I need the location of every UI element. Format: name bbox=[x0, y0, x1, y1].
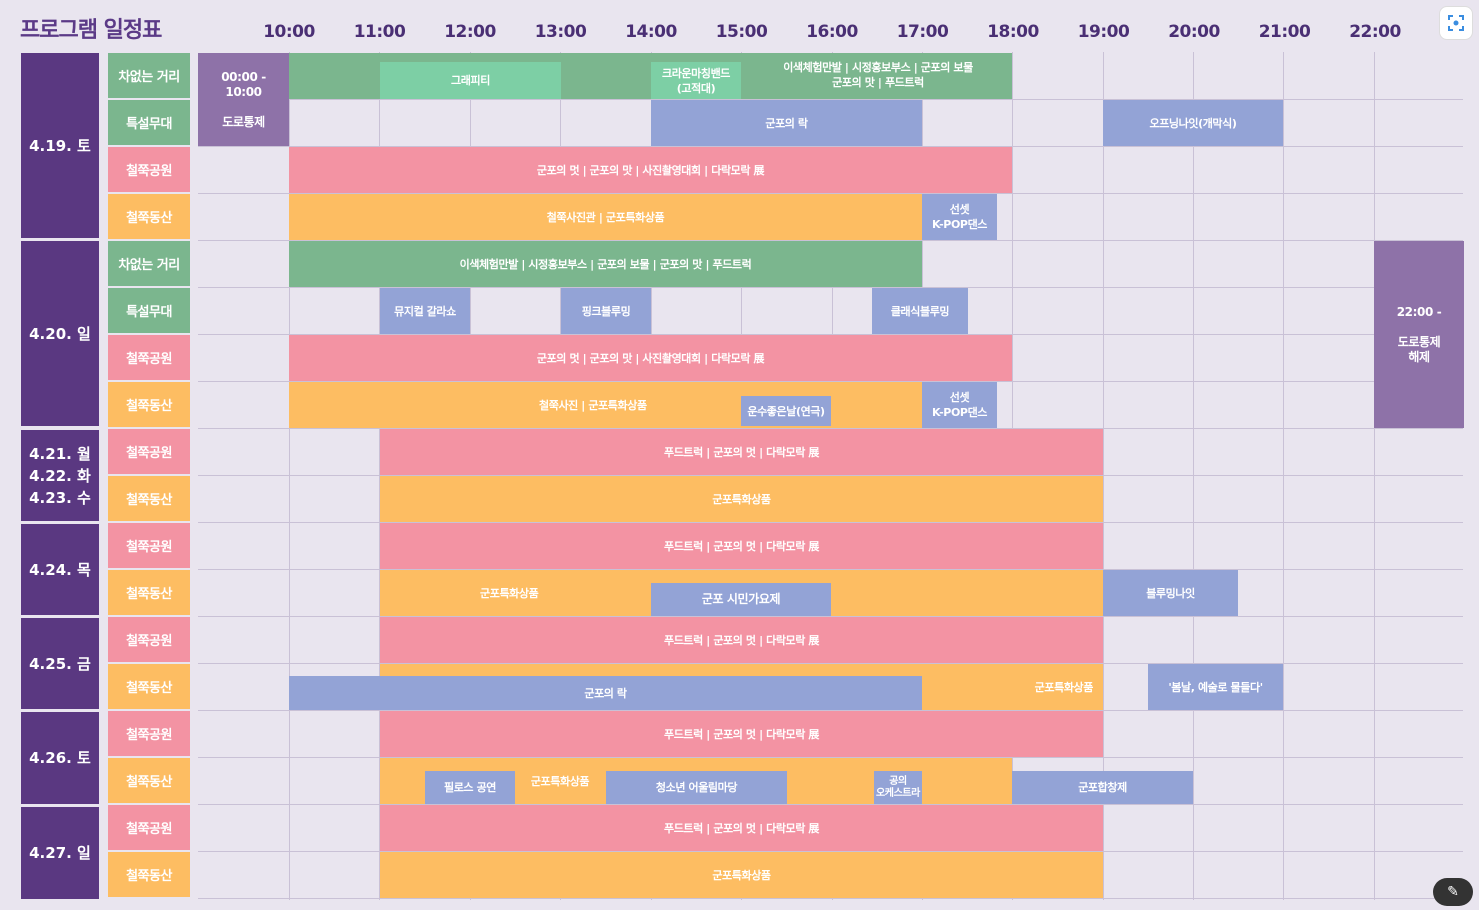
hour-label: 18:00 bbox=[987, 22, 1039, 42]
event-park-425[interactable]: 푸드트럭 | 군포의 멋 | 다락모락 展 bbox=[380, 617, 1103, 663]
event-graffiti[interactable]: 그래피티 bbox=[380, 62, 561, 99]
grid-line bbox=[198, 240, 1463, 241]
hour-label: 12:00 bbox=[444, 22, 496, 42]
hour-label: 21:00 bbox=[1258, 22, 1311, 42]
event-youth-stage[interactable]: 청소년 어울림마당 bbox=[606, 771, 787, 804]
grid-line bbox=[289, 52, 290, 900]
hour-label: 15:00 bbox=[715, 22, 768, 42]
grid-line bbox=[198, 757, 1463, 758]
venue-label: 차없는 거리 bbox=[108, 241, 190, 286]
grid-line bbox=[198, 616, 1463, 617]
event-crown-band[interactable]: 크라운마칭밴드 (고적대) bbox=[651, 62, 741, 99]
event-park-419[interactable]: 군포의 멋 | 군포의 맛 | 사진촬영대회 | 다락모락 展 bbox=[289, 147, 1012, 193]
grid-line bbox=[198, 663, 1463, 664]
event-park-424[interactable]: 푸드트럭 | 군포의 멋 | 다락모락 展 bbox=[380, 523, 1103, 569]
venue-label: 철쭉공원 bbox=[108, 711, 190, 756]
grid-line bbox=[198, 428, 1463, 429]
venue-label: 철쭉공원 bbox=[108, 617, 190, 662]
hour-label: 17:00 bbox=[896, 22, 949, 42]
venue-label: 철쭉동산 bbox=[108, 664, 190, 709]
venue-label: 철쭉공원 bbox=[108, 523, 190, 568]
date-label: 4.24. 목 bbox=[21, 524, 99, 615]
venue-label: 특설무대 bbox=[108, 100, 190, 145]
grid-line bbox=[198, 804, 1463, 805]
venue-label: 철쭉공원 bbox=[108, 147, 190, 192]
grid-line bbox=[198, 522, 1463, 523]
grid-line bbox=[198, 99, 1463, 100]
event-sunset-kpop[interactable]: 선셋 K-POP댄스 bbox=[922, 382, 997, 428]
event-sunset-kpop[interactable]: 선셋 K-POP댄스 bbox=[922, 194, 997, 240]
event-park-426[interactable]: 푸드트럭 | 군포의 멋 | 다락모락 展 bbox=[380, 711, 1103, 757]
event-opening-night[interactable]: 오프닝나잇(개막식) bbox=[1103, 100, 1283, 146]
venue-label: 철쭉동산 bbox=[108, 758, 190, 803]
venue-label: 철쭉공원 bbox=[108, 805, 190, 850]
page-title: 프로그램 일정표 bbox=[20, 18, 162, 43]
event-pink-blooming[interactable]: 핑크블루밍 bbox=[561, 288, 651, 334]
event-gunpo-rock[interactable]: 군포의 락 bbox=[651, 100, 922, 146]
grid-line bbox=[198, 334, 1463, 335]
grid-line bbox=[198, 569, 1463, 570]
date-label: 4.27. 일 bbox=[21, 807, 99, 899]
event-park-weekday[interactable]: 푸드트럭 | 군포의 멋 | 다락모락 展 bbox=[380, 429, 1103, 475]
venue-label: 차없는 거리 bbox=[108, 53, 190, 98]
grid-line bbox=[379, 52, 380, 900]
grid-line bbox=[198, 193, 1463, 194]
event-choir[interactable]: 군포합창제 bbox=[1012, 771, 1193, 804]
road-open-block[interactable]: 22:00 - 도로통제 해제 bbox=[1374, 241, 1464, 428]
event-spring-art[interactable]: '봄날, 예술로 물들다' bbox=[1148, 664, 1283, 710]
grid-line bbox=[198, 146, 1463, 147]
event-street-combo[interactable]: 이색체험만발 | 시정홍보부스 | 군포의 보물 군포의 맛 | 푸드트럭 bbox=[745, 55, 1011, 95]
hour-label: 19:00 bbox=[1077, 22, 1130, 42]
date-label: 4.20. 일 bbox=[21, 241, 99, 426]
screen-capture-icon-svg bbox=[1448, 15, 1464, 31]
venue-label: 철쭉공원 bbox=[108, 335, 190, 380]
event-ball-orchestra[interactable]: 공의 오케스트라 bbox=[874, 771, 922, 804]
grid-line bbox=[1103, 52, 1104, 900]
date-label: 4.21. 월 4.22. 화 4.23. 수 bbox=[21, 430, 99, 521]
screen-capture-icon[interactable] bbox=[1439, 6, 1473, 40]
hour-label: 16:00 bbox=[806, 22, 858, 42]
hour-label: 20:00 bbox=[1168, 22, 1220, 42]
event-pilos[interactable]: 필로스 공연 bbox=[425, 771, 515, 804]
hour-label: 14:00 bbox=[625, 22, 677, 42]
grid-line bbox=[1193, 52, 1194, 900]
grid-line bbox=[198, 287, 1463, 288]
event-classic-blooming[interactable]: 클래식블루밍 bbox=[872, 288, 968, 334]
event-citizen-song[interactable]: 군포 시민가요제 bbox=[651, 583, 831, 616]
grid-line bbox=[198, 710, 1463, 711]
hour-label: 22:00 bbox=[1349, 22, 1401, 42]
grid-line bbox=[1374, 52, 1375, 900]
event-good-day-play[interactable]: 운수좋은날(연극) bbox=[741, 396, 831, 426]
venue-label: 철쭉동산 bbox=[108, 194, 190, 239]
event-park-420[interactable]: 군포의 멋 | 군포의 맛 | 사진촬영대회 | 다락모락 展 bbox=[289, 335, 1012, 381]
venue-label: 특설무대 bbox=[108, 288, 190, 333]
road-close-block[interactable]: 00:00 - 10:00 도로통제 bbox=[198, 53, 289, 146]
event-hill-weekday[interactable]: 군포특화상품 bbox=[380, 476, 1103, 522]
event-street-420[interactable]: 이색체험만발 | 시정홍보부스 | 군포의 보물 | 군포의 맛 | 푸드트럭 bbox=[289, 241, 922, 287]
hour-label: 13:00 bbox=[534, 22, 587, 42]
event-blooming-night[interactable]: 블루밍나잇 bbox=[1103, 570, 1238, 616]
event-hill-427[interactable]: 군포특화상품 bbox=[380, 852, 1103, 898]
date-label: 4.19. 토 bbox=[21, 53, 99, 238]
date-label: 4.26. 토 bbox=[21, 712, 99, 804]
venue-label: 철쭉동산 bbox=[108, 476, 190, 521]
event-musical-gala[interactable]: 뮤지컬 갈라쇼 bbox=[380, 288, 470, 334]
grid-line bbox=[198, 475, 1463, 476]
grid-line bbox=[1283, 52, 1284, 900]
grid-line bbox=[198, 381, 1463, 382]
venue-label: 철쭉동산 bbox=[108, 382, 190, 427]
grid-line bbox=[198, 898, 1463, 899]
magic-wand-icon[interactable]: ✎ bbox=[1433, 878, 1473, 906]
event-hill-426[interactable]: 군포특화상품 bbox=[515, 765, 605, 798]
venue-label: 철쭉동산 bbox=[108, 852, 190, 897]
date-label: 4.25. 금 bbox=[21, 618, 99, 709]
venue-label: 철쭉동산 bbox=[108, 570, 190, 615]
event-gunpo-rock-425[interactable]: 군포의 락 bbox=[289, 676, 922, 710]
grid-line bbox=[198, 851, 1463, 852]
event-hill-419[interactable]: 철쭉사진관 | 군포특화상품 bbox=[289, 194, 922, 240]
hour-label: 10:00 bbox=[263, 22, 315, 42]
venue-label: 철쭉공원 bbox=[108, 429, 190, 474]
event-park-427[interactable]: 푸드트럭 | 군포의 멋 | 다락모락 展 bbox=[380, 805, 1103, 851]
hour-label: 11:00 bbox=[353, 22, 406, 42]
